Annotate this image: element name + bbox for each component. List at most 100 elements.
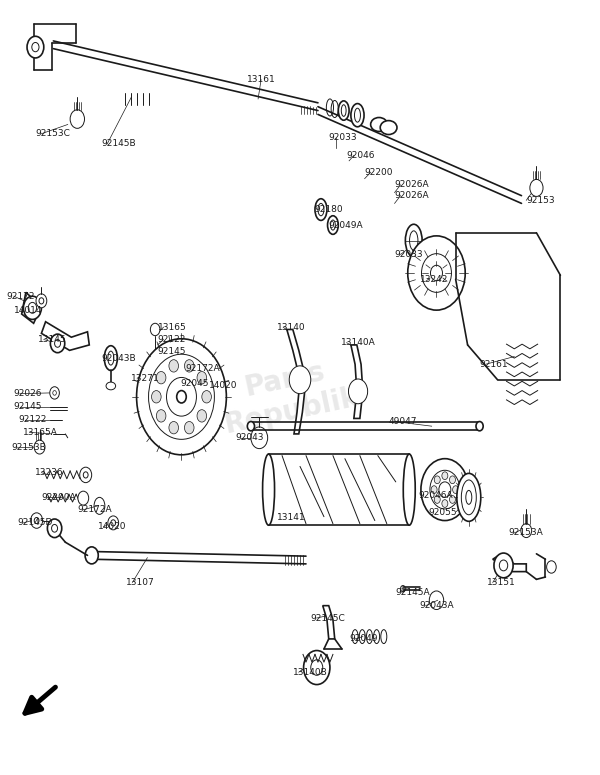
Ellipse shape [461, 480, 476, 515]
Ellipse shape [355, 109, 361, 122]
Circle shape [149, 354, 214, 439]
Text: 92172: 92172 [7, 291, 35, 301]
Text: 92046: 92046 [347, 151, 375, 160]
Circle shape [434, 495, 440, 503]
Text: 14014: 14014 [14, 305, 43, 315]
Text: 92043B: 92043B [101, 353, 136, 363]
Circle shape [449, 495, 455, 503]
Ellipse shape [263, 454, 275, 525]
Text: 14020: 14020 [98, 522, 126, 531]
Ellipse shape [338, 101, 349, 120]
Circle shape [202, 391, 211, 403]
Circle shape [39, 298, 44, 304]
Polygon shape [323, 605, 335, 639]
Text: 14020: 14020 [209, 381, 238, 391]
Text: 92200A: 92200A [41, 493, 76, 502]
Circle shape [167, 377, 196, 416]
Text: 92145A: 92145A [396, 588, 430, 597]
Circle shape [34, 440, 45, 454]
Circle shape [499, 560, 508, 571]
Text: 92026: 92026 [14, 389, 43, 398]
Circle shape [430, 470, 460, 509]
Text: 92026A: 92026A [395, 181, 429, 189]
Ellipse shape [466, 491, 472, 505]
Text: 92049: 92049 [349, 635, 377, 643]
Circle shape [52, 525, 58, 532]
Polygon shape [351, 345, 363, 418]
Text: 13151: 13151 [487, 578, 515, 587]
Circle shape [180, 377, 190, 390]
Circle shape [34, 518, 39, 524]
Circle shape [449, 476, 455, 484]
Text: 92153: 92153 [526, 196, 555, 205]
Polygon shape [287, 329, 306, 434]
Polygon shape [493, 556, 526, 572]
Circle shape [184, 422, 194, 434]
Ellipse shape [403, 454, 415, 525]
Text: 92043: 92043 [235, 433, 264, 443]
Text: 13236: 13236 [35, 468, 64, 477]
Text: 92055: 92055 [429, 508, 457, 518]
Circle shape [108, 516, 119, 530]
Text: 13161: 13161 [247, 75, 275, 84]
Circle shape [422, 253, 451, 292]
Text: 92033: 92033 [395, 250, 423, 259]
Text: 92046A: 92046A [419, 491, 453, 501]
Text: 92153B: 92153B [11, 443, 46, 453]
Text: 13242: 13242 [420, 274, 448, 284]
Circle shape [85, 547, 98, 564]
Circle shape [55, 339, 61, 347]
Ellipse shape [457, 474, 481, 522]
Circle shape [408, 236, 465, 310]
Text: 92200: 92200 [364, 168, 392, 177]
Ellipse shape [351, 104, 364, 127]
Text: 92161: 92161 [479, 360, 508, 369]
Text: 92122: 92122 [158, 335, 186, 344]
Circle shape [530, 179, 543, 196]
Circle shape [442, 500, 448, 508]
Text: 13141: 13141 [277, 513, 306, 522]
Ellipse shape [146, 362, 161, 393]
Text: 92033: 92033 [329, 133, 358, 142]
Ellipse shape [406, 224, 422, 257]
Circle shape [349, 379, 368, 404]
Text: 92043A: 92043A [420, 601, 454, 610]
Circle shape [434, 476, 440, 484]
Text: 13145: 13145 [38, 335, 67, 344]
Text: 92026A: 92026A [395, 191, 429, 200]
Bar [269, 454, 409, 525]
Circle shape [53, 391, 56, 395]
Circle shape [289, 366, 311, 394]
Ellipse shape [476, 422, 483, 431]
Circle shape [452, 486, 458, 494]
Text: 49047: 49047 [389, 417, 417, 426]
Text: 92180: 92180 [314, 205, 343, 214]
Ellipse shape [108, 351, 114, 365]
Text: 92172A: 92172A [185, 363, 220, 373]
Circle shape [176, 391, 186, 403]
Circle shape [78, 491, 89, 505]
Circle shape [27, 36, 44, 58]
Ellipse shape [328, 215, 338, 234]
Circle shape [83, 472, 88, 478]
Ellipse shape [380, 121, 397, 135]
Text: 92145B: 92145B [101, 140, 136, 148]
Text: Parts
Republik: Parts Republik [215, 351, 362, 439]
Ellipse shape [106, 382, 116, 390]
Circle shape [28, 302, 37, 313]
Text: 13140B: 13140B [293, 668, 328, 677]
Text: 92145: 92145 [14, 402, 43, 412]
Bar [152, 359, 158, 368]
Circle shape [521, 524, 532, 538]
Ellipse shape [318, 203, 324, 215]
Ellipse shape [315, 198, 327, 220]
Circle shape [439, 482, 451, 498]
Circle shape [157, 410, 166, 422]
Text: 13140: 13140 [277, 322, 306, 332]
Circle shape [304, 650, 330, 684]
Text: 92145: 92145 [158, 346, 186, 356]
Circle shape [50, 387, 59, 399]
Circle shape [311, 660, 323, 675]
Circle shape [430, 265, 442, 281]
Text: 92049A: 92049A [329, 221, 364, 229]
